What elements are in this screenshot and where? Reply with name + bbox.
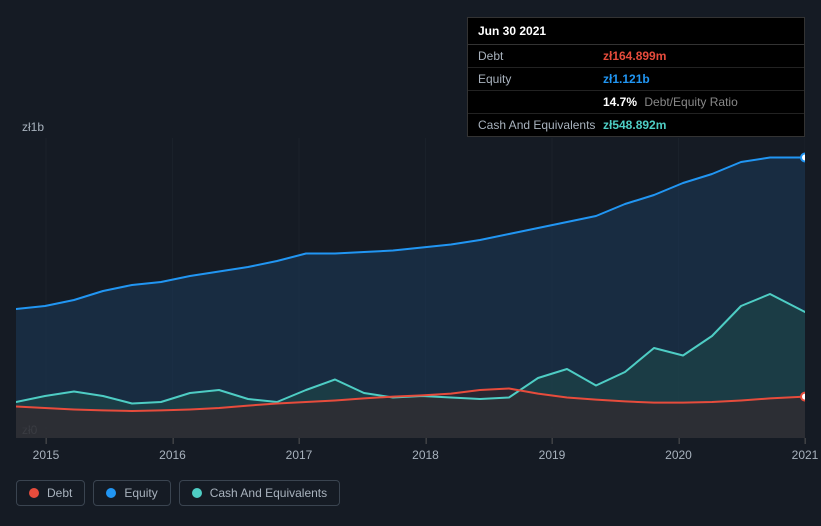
tooltip-row-cash: Cash And Equivalents zł548.892m [468, 114, 804, 136]
chart-area[interactable] [16, 138, 805, 438]
tooltip-ratio-spacer [478, 95, 603, 109]
x-axis-tick: 2015 [33, 448, 60, 462]
legend-dot-icon [29, 488, 39, 498]
x-axis-tick: 2021 [792, 448, 819, 462]
legend-label: Debt [47, 486, 72, 500]
x-axis-tick: 2019 [539, 448, 566, 462]
tooltip-cash-value: zł548.892m [603, 118, 666, 132]
legend: Debt Equity Cash And Equivalents [16, 480, 340, 506]
tooltip-ratio-value: 14.7% Debt/Equity Ratio [603, 95, 738, 109]
tooltip-row-ratio: 14.7% Debt/Equity Ratio [468, 91, 804, 114]
tooltip-equity-label: Equity [478, 72, 603, 86]
tooltip-row-debt: Debt zł164.899m [468, 45, 804, 68]
tooltip-equity-value: zł1.121b [603, 72, 650, 86]
x-axis-tick: 2020 [665, 448, 692, 462]
tooltip-ratio-text: Debt/Equity Ratio [644, 95, 737, 109]
tooltip-panel: Jun 30 2021 Debt zł164.899m Equity zł1.1… [467, 17, 805, 137]
legend-item-debt[interactable]: Debt [16, 480, 85, 506]
legend-item-equity[interactable]: Equity [93, 480, 170, 506]
legend-label: Equity [124, 486, 157, 500]
x-axis-tick: 2017 [286, 448, 313, 462]
tooltip-cash-label: Cash And Equivalents [478, 118, 603, 132]
y-axis-top-label: zł1b [22, 120, 44, 134]
tooltip-debt-value: zł164.899m [603, 49, 666, 63]
legend-item-cash[interactable]: Cash And Equivalents [179, 480, 340, 506]
tooltip-date: Jun 30 2021 [468, 18, 804, 45]
x-axis-tick: 2018 [412, 448, 439, 462]
x-axis: 2015201620172018201920202021 [16, 448, 805, 468]
tooltip-debt-label: Debt [478, 49, 603, 63]
legend-dot-icon [106, 488, 116, 498]
area-chart-svg [16, 138, 805, 438]
legend-label: Cash And Equivalents [210, 486, 327, 500]
tooltip-ratio-pct: 14.7% [603, 95, 637, 109]
tooltip-row-equity: Equity zł1.121b [468, 68, 804, 91]
legend-dot-icon [192, 488, 202, 498]
x-axis-tick: 2016 [159, 448, 186, 462]
